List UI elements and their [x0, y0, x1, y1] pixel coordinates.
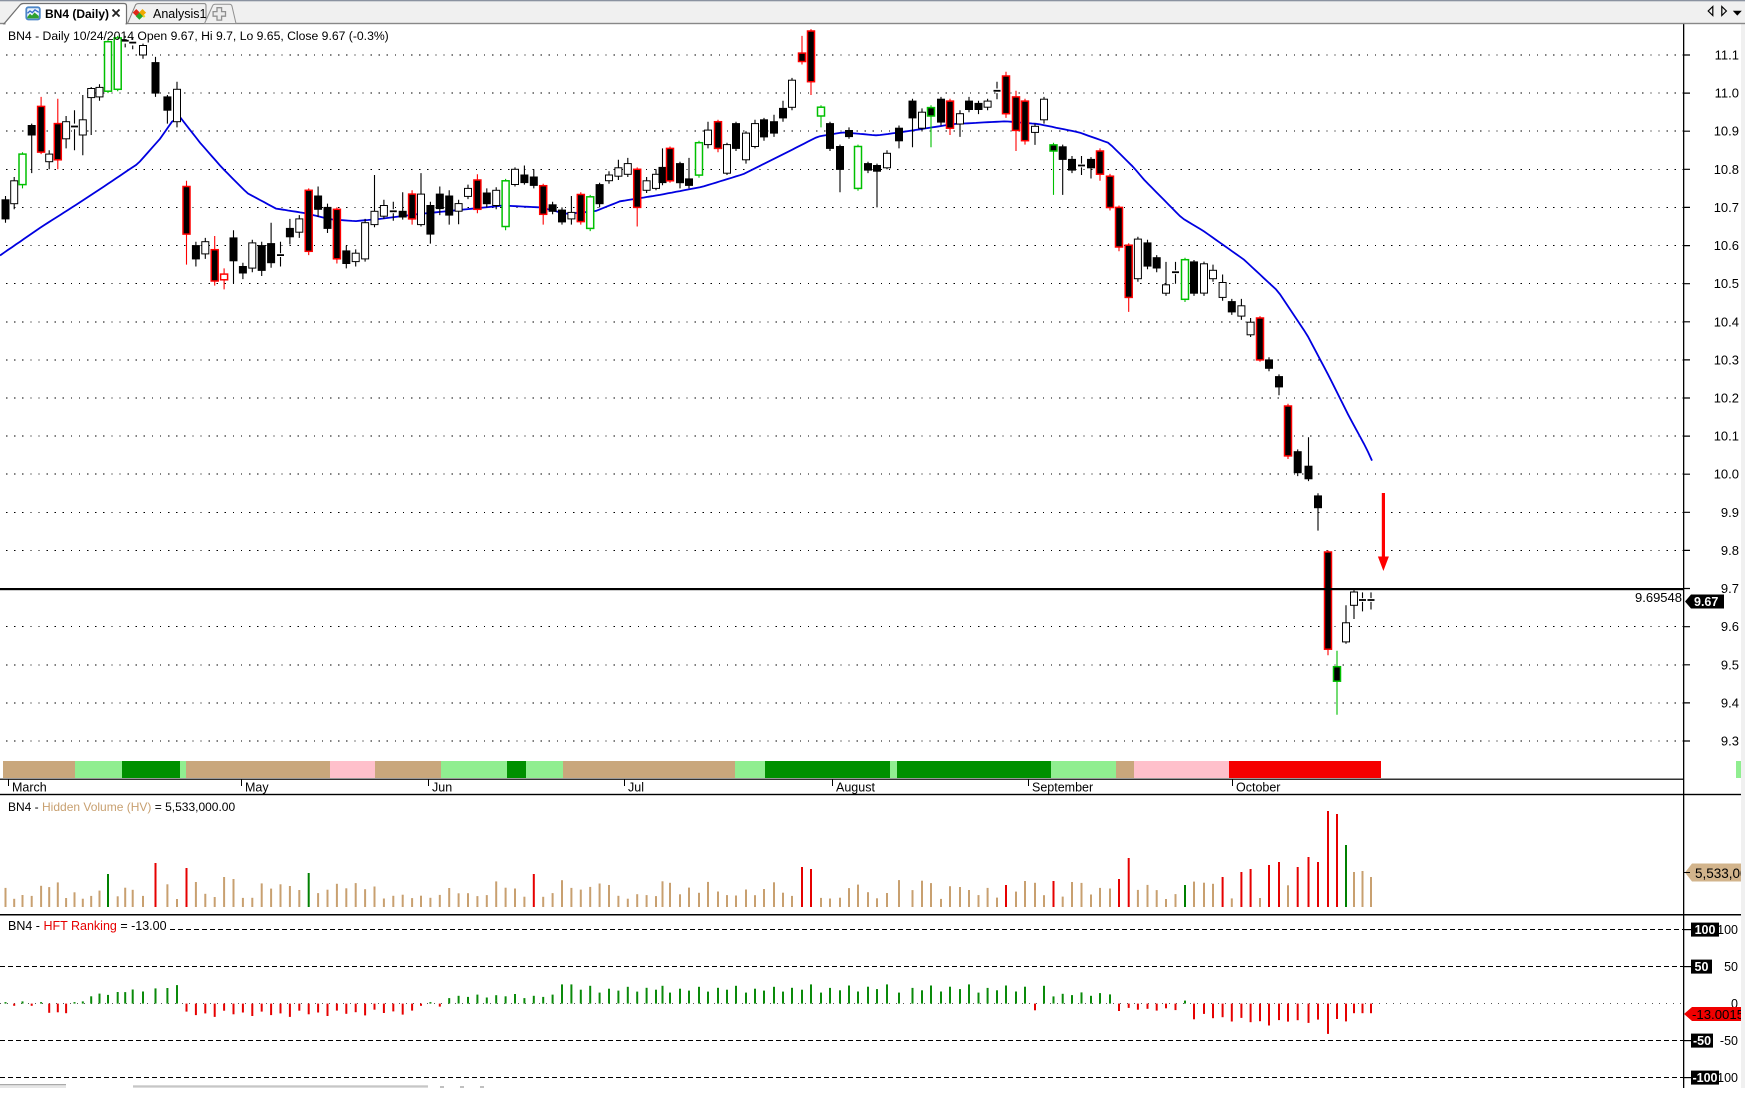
- svg-text:11.0: 11.0: [1715, 86, 1739, 101]
- svg-text:100: 100: [1717, 1071, 1738, 1085]
- svg-text:10.4: 10.4: [1714, 314, 1739, 329]
- svg-text:9.7: 9.7: [1721, 581, 1739, 596]
- svg-text:5,533,000.00: 5,533,000.00: [1695, 866, 1745, 881]
- svg-text:August: August: [836, 781, 875, 795]
- svg-text:9.9: 9.9: [1721, 505, 1739, 520]
- svg-text:BN4 - HFT Ranking = -13.00: BN4 - HFT Ranking = -13.00: [8, 919, 167, 933]
- svg-text:10.0: 10.0: [1714, 467, 1739, 482]
- svg-text:11.1: 11.1: [1715, 48, 1739, 63]
- svg-text:10.2: 10.2: [1714, 391, 1739, 406]
- svg-text:0: 0: [1731, 997, 1738, 1011]
- svg-text:Jul: Jul: [628, 781, 644, 795]
- svg-text:-50: -50: [1720, 1034, 1738, 1048]
- svg-text:October: October: [1236, 781, 1280, 795]
- svg-text:100: 100: [1695, 923, 1716, 937]
- svg-text:Analysis1: Analysis1: [153, 7, 207, 21]
- svg-text:9.4: 9.4: [1721, 695, 1739, 710]
- svg-text:9.5: 9.5: [1721, 657, 1739, 672]
- svg-text:10.6: 10.6: [1714, 238, 1739, 253]
- svg-text:10.8: 10.8: [1714, 162, 1739, 177]
- svg-text:9.6: 9.6: [1721, 619, 1739, 634]
- svg-text:September: September: [1032, 781, 1093, 795]
- svg-text:10.7: 10.7: [1714, 200, 1739, 215]
- svg-text:-13.0015: -13.0015: [1692, 1007, 1744, 1022]
- svg-text:May: May: [245, 781, 269, 795]
- svg-text:10.9: 10.9: [1714, 124, 1739, 139]
- svg-text:9.8: 9.8: [1721, 543, 1739, 558]
- svg-text:March: March: [12, 781, 47, 795]
- svg-text:9.3: 9.3: [1721, 734, 1739, 749]
- svg-text:10.5: 10.5: [1714, 276, 1739, 291]
- svg-text:100: 100: [1717, 923, 1738, 937]
- svg-text:9.67: 9.67: [1694, 595, 1718, 609]
- svg-text:50: 50: [1724, 960, 1738, 974]
- svg-text:Jun: Jun: [432, 781, 452, 795]
- svg-text:-50: -50: [1693, 1034, 1711, 1048]
- svg-text:BN4 - Daily 10/24/2014 Open 9.: BN4 - Daily 10/24/2014 Open 9.67, Hi 9.7…: [8, 29, 389, 43]
- svg-text:BN4 - Hidden Volume (HV) = 5,5: BN4 - Hidden Volume (HV) = 5,533,000.00: [8, 800, 235, 814]
- svg-text:10.3: 10.3: [1714, 352, 1739, 367]
- svg-text:9.69548: 9.69548: [1635, 590, 1682, 605]
- svg-text:50: 50: [1695, 960, 1709, 974]
- svg-text:BN4 (Daily): BN4 (Daily): [45, 7, 109, 21]
- svg-text:-100: -100: [1692, 1071, 1717, 1085]
- svg-text:10.1: 10.1: [1714, 429, 1739, 444]
